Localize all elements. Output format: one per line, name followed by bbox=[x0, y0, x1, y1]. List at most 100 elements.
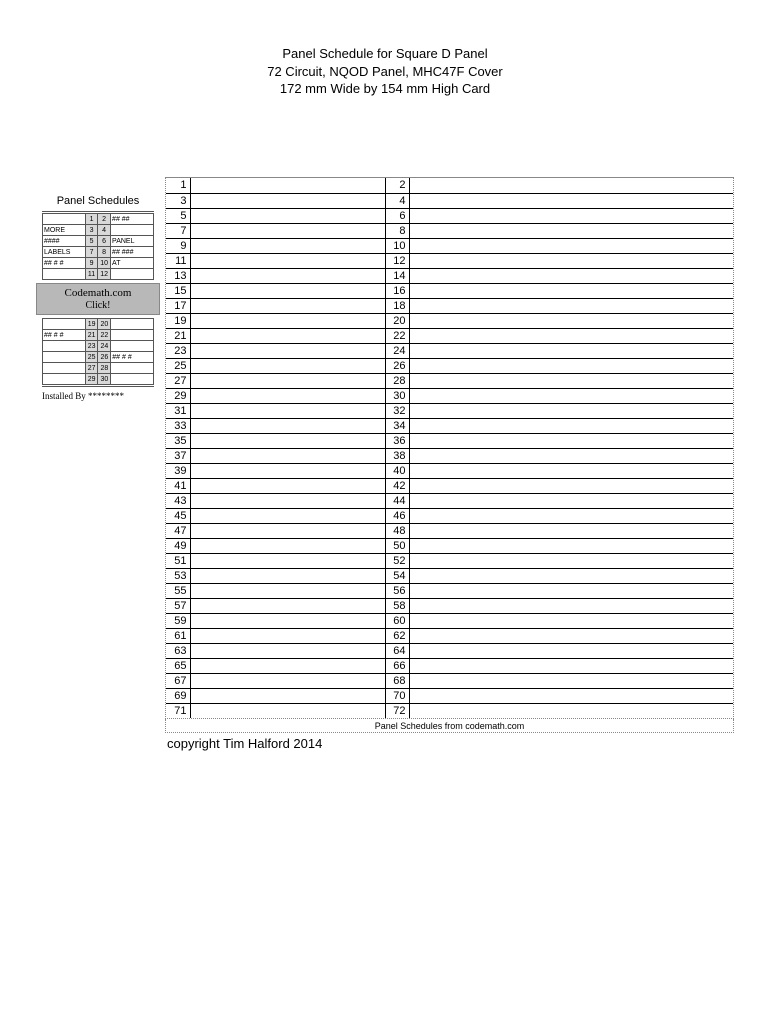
schedule-footer-caption: Panel Schedules from codemath.com bbox=[165, 719, 734, 733]
circuit-desc-right[interactable] bbox=[409, 598, 733, 613]
circuit-desc-right[interactable] bbox=[409, 403, 733, 418]
circuit-desc-right[interactable] bbox=[409, 313, 733, 328]
circuit-number-right: 60 bbox=[385, 613, 409, 628]
circuit-desc-right[interactable] bbox=[409, 193, 733, 208]
circuit-desc-left[interactable] bbox=[190, 358, 385, 373]
circuit-number-right: 2 bbox=[385, 178, 409, 193]
circuit-desc-left[interactable] bbox=[190, 628, 385, 643]
circuit-desc-left[interactable] bbox=[190, 373, 385, 388]
sb-num: 21 bbox=[85, 330, 98, 341]
circuit-desc-left[interactable] bbox=[190, 643, 385, 658]
circuit-number-left: 35 bbox=[166, 433, 190, 448]
circuit-desc-right[interactable] bbox=[409, 388, 733, 403]
circuit-desc-left[interactable] bbox=[190, 553, 385, 568]
circuit-desc-left[interactable] bbox=[190, 343, 385, 358]
sidebar-thumbnail: Panel Schedules 12## ##MORE34####56PANEL… bbox=[42, 195, 154, 401]
circuit-desc-left[interactable] bbox=[190, 418, 385, 433]
circuit-desc-left[interactable] bbox=[190, 328, 385, 343]
circuit-desc-left[interactable] bbox=[190, 688, 385, 703]
circuit-desc-left[interactable] bbox=[190, 703, 385, 718]
circuit-desc-left[interactable] bbox=[190, 508, 385, 523]
circuit-desc-left[interactable] bbox=[190, 193, 385, 208]
circuit-desc-left[interactable] bbox=[190, 238, 385, 253]
circuit-desc-right[interactable] bbox=[409, 283, 733, 298]
circuit-desc-right[interactable] bbox=[409, 298, 733, 313]
circuit-desc-right[interactable] bbox=[409, 658, 733, 673]
circuit-desc-right[interactable] bbox=[409, 448, 733, 463]
circuit-desc-right[interactable] bbox=[409, 568, 733, 583]
circuit-desc-right[interactable] bbox=[409, 478, 733, 493]
sb-num: 22 bbox=[98, 330, 111, 341]
circuit-desc-left[interactable] bbox=[190, 523, 385, 538]
circuit-desc-right[interactable] bbox=[409, 553, 733, 568]
sb-left bbox=[43, 269, 86, 280]
circuit-desc-left[interactable] bbox=[190, 223, 385, 238]
circuit-desc-left[interactable] bbox=[190, 613, 385, 628]
circuit-number-left: 19 bbox=[166, 313, 190, 328]
circuit-desc-right[interactable] bbox=[409, 208, 733, 223]
circuit-desc-right[interactable] bbox=[409, 238, 733, 253]
circuit-desc-left[interactable] bbox=[190, 658, 385, 673]
circuit-desc-right[interactable] bbox=[409, 523, 733, 538]
circuit-desc-right[interactable] bbox=[409, 418, 733, 433]
circuit-desc-left[interactable] bbox=[190, 598, 385, 613]
circuit-desc-left[interactable] bbox=[190, 313, 385, 328]
circuit-desc-left[interactable] bbox=[190, 493, 385, 508]
circuit-desc-right[interactable] bbox=[409, 373, 733, 388]
circuit-desc-right[interactable] bbox=[409, 433, 733, 448]
document-header: Panel Schedule for Square D Panel 72 Cir… bbox=[0, 0, 770, 98]
sidebar-row: ## # #2122 bbox=[43, 330, 154, 341]
circuit-desc-right[interactable] bbox=[409, 358, 733, 373]
circuit-desc-right[interactable] bbox=[409, 703, 733, 718]
circuit-desc-left[interactable] bbox=[190, 178, 385, 193]
circuit-desc-left[interactable] bbox=[190, 538, 385, 553]
circuit-desc-right[interactable] bbox=[409, 688, 733, 703]
circuit-number-right: 22 bbox=[385, 328, 409, 343]
circuit-desc-right[interactable] bbox=[409, 643, 733, 658]
circuit-desc-left[interactable] bbox=[190, 388, 385, 403]
circuit-desc-left[interactable] bbox=[190, 268, 385, 283]
circuit-desc-left[interactable] bbox=[190, 463, 385, 478]
sb-right bbox=[111, 330, 154, 341]
circuit-number-right: 62 bbox=[385, 628, 409, 643]
circuit-number-left: 31 bbox=[166, 403, 190, 418]
circuit-desc-right[interactable] bbox=[409, 613, 733, 628]
circuit-desc-left[interactable] bbox=[190, 298, 385, 313]
circuit-desc-left[interactable] bbox=[190, 433, 385, 448]
circuit-desc-right[interactable] bbox=[409, 268, 733, 283]
circuit-number-right: 28 bbox=[385, 373, 409, 388]
circuit-desc-left[interactable] bbox=[190, 448, 385, 463]
circuit-number-right: 54 bbox=[385, 568, 409, 583]
circuit-desc-right[interactable] bbox=[409, 673, 733, 688]
circuit-desc-right[interactable] bbox=[409, 343, 733, 358]
circuit-number-left: 21 bbox=[166, 328, 190, 343]
circuit-desc-left[interactable] bbox=[190, 283, 385, 298]
circuit-desc-left[interactable] bbox=[190, 568, 385, 583]
codemath-banner[interactable]: Codemath.com Click! bbox=[36, 283, 160, 315]
circuit-desc-left[interactable] bbox=[190, 583, 385, 598]
circuit-number-left: 13 bbox=[166, 268, 190, 283]
circuit-number-right: 20 bbox=[385, 313, 409, 328]
circuit-desc-right[interactable] bbox=[409, 253, 733, 268]
table-row: 1920 bbox=[166, 313, 733, 328]
circuit-desc-right[interactable] bbox=[409, 583, 733, 598]
sb-right bbox=[111, 374, 154, 385]
circuit-desc-right[interactable] bbox=[409, 178, 733, 193]
circuit-desc-left[interactable] bbox=[190, 403, 385, 418]
circuit-desc-right[interactable] bbox=[409, 538, 733, 553]
circuit-desc-left[interactable] bbox=[190, 673, 385, 688]
circuit-desc-left[interactable] bbox=[190, 478, 385, 493]
circuit-number-left: 55 bbox=[166, 583, 190, 598]
circuit-desc-right[interactable] bbox=[409, 508, 733, 523]
sb-num: 25 bbox=[85, 352, 98, 363]
sb-left: LABELS bbox=[43, 247, 86, 258]
circuit-desc-left[interactable] bbox=[190, 253, 385, 268]
circuit-desc-right[interactable] bbox=[409, 463, 733, 478]
circuit-number-left: 47 bbox=[166, 523, 190, 538]
circuit-desc-right[interactable] bbox=[409, 628, 733, 643]
circuit-desc-right[interactable] bbox=[409, 493, 733, 508]
circuit-desc-right[interactable] bbox=[409, 328, 733, 343]
circuit-desc-right[interactable] bbox=[409, 223, 733, 238]
circuit-desc-left[interactable] bbox=[190, 208, 385, 223]
table-row: 6970 bbox=[166, 688, 733, 703]
